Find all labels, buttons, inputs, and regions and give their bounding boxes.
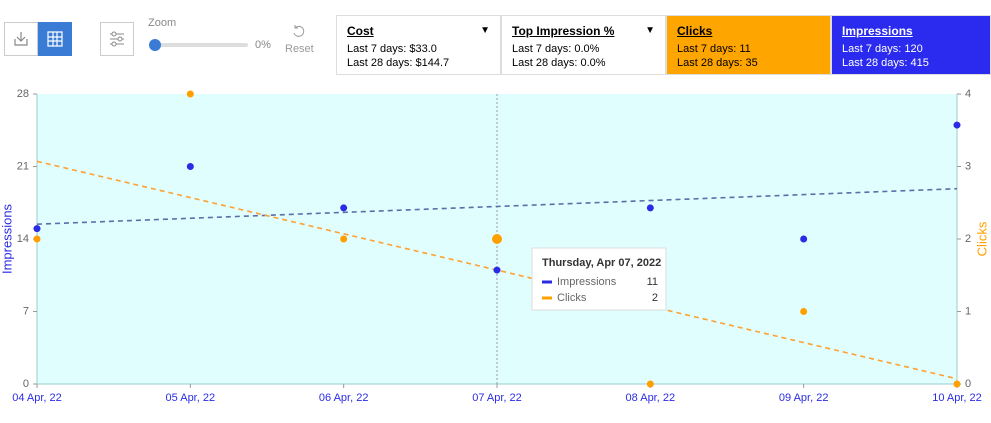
metric-last-7: Last 7 days: 11: [677, 43, 751, 55]
reset-button[interactable]: Reset: [285, 43, 314, 55]
zoom-track: [150, 43, 248, 47]
download-button[interactable]: [4, 22, 38, 56]
data-point: [646, 204, 654, 212]
data-point: [186, 90, 194, 98]
y-tick-label: 28: [17, 88, 29, 100]
dropdown-arrow: ▼: [645, 25, 655, 36]
y2-tick-label: 2: [965, 233, 971, 245]
metric-last-7: Last 7 days: 120: [842, 43, 923, 55]
data-point: [340, 204, 348, 212]
metric-card[interactable]: Impressions Last 7 days: 120 Last 28 days:…: [831, 15, 991, 75]
table-icon: [47, 31, 63, 47]
y2-axis-label: Clicks: [974, 221, 989, 256]
y-tick-label: 21: [17, 160, 29, 172]
metric-last-7: Last 7 days: 0.0%: [512, 43, 600, 55]
reset-icon: [293, 25, 305, 37]
data-point: [953, 121, 961, 129]
x-tick-label: 09 Apr, 22: [779, 392, 829, 404]
trend-line: [36, 187, 958, 226]
x-tick-label: 06 Apr, 22: [319, 392, 369, 404]
data-point: [646, 380, 654, 388]
metric-card[interactable]: Top Impression % Last 7 days: 0.0% Last 28…: [501, 15, 666, 75]
zoom-label: Zoom: [148, 17, 177, 29]
x-tick-label: 08 Apr, 22: [626, 392, 676, 404]
x-tick-label: 07 Apr, 22: [472, 392, 522, 404]
x-tick-label: 10 Apr, 22: [932, 392, 982, 404]
metric-name: Impressions: [842, 24, 913, 38]
y-tick-label: 14: [17, 233, 29, 245]
data-point: [186, 163, 194, 170]
tooltip-value: 11: [647, 276, 658, 288]
x-tick-label: 05 Apr, 22: [166, 392, 216, 404]
data-point: [800, 235, 808, 243]
zoom-value: 0%: [255, 39, 271, 51]
metric-last-28: Last 28 days: $144.7: [347, 57, 450, 69]
data-point: [33, 225, 41, 233]
y-tick-label: 0: [23, 378, 29, 390]
tooltip-value: 2: [652, 292, 658, 304]
table-button[interactable]: [38, 22, 72, 56]
metric-last-7: Last 7 days: $33.0: [347, 43, 437, 55]
data-point: [492, 234, 502, 244]
metric-name: Cost: [347, 24, 374, 38]
data-point: [800, 308, 808, 315]
tooltip: Thursday, Apr 07, 2022 Impressions 11 Click…: [531, 247, 667, 311]
settings-button[interactable]: [100, 22, 134, 56]
zoom-handle[interactable]: [149, 39, 161, 51]
x-tick-label: 04 Apr, 22: [12, 392, 62, 404]
metric-name: Clicks: [677, 24, 713, 38]
data-point: [340, 235, 348, 243]
metric-card[interactable]: Cost Last 7 days: $33.0 Last 28 days: $144…: [336, 15, 501, 75]
tooltip-box: [531, 247, 667, 311]
data-point: [953, 380, 961, 388]
dropdown-arrow: ▼: [480, 25, 490, 36]
download-icon: [14, 32, 28, 46]
y2-tick-label: 1: [965, 305, 971, 317]
tooltip-title: Thursday, Apr 07, 2022: [542, 257, 661, 269]
metric-last-28: Last 28 days: 415: [842, 57, 929, 69]
data-point: [493, 266, 501, 274]
y2-tick-label: 3: [965, 160, 971, 172]
data-point: [33, 235, 41, 243]
metric-last-28: Last 28 days: 0.0%: [512, 57, 606, 69]
y2-tick-label: 4: [965, 88, 971, 100]
metric-name: Top Impression %: [512, 24, 615, 38]
tooltip-name: Clicks: [557, 292, 587, 304]
tooltip-name: Impressions: [557, 276, 617, 288]
y2-tick-label: 0: [965, 378, 971, 390]
y-axis-label: Impressions: [0, 203, 14, 274]
metric-card[interactable]: Clicks Last 7 days: 11 Last 28 days: 35: [666, 15, 831, 75]
settings-icon: [110, 31, 124, 47]
y-tick-label: 7: [23, 305, 29, 317]
metric-last-28: Last 28 days: 35: [677, 57, 758, 69]
